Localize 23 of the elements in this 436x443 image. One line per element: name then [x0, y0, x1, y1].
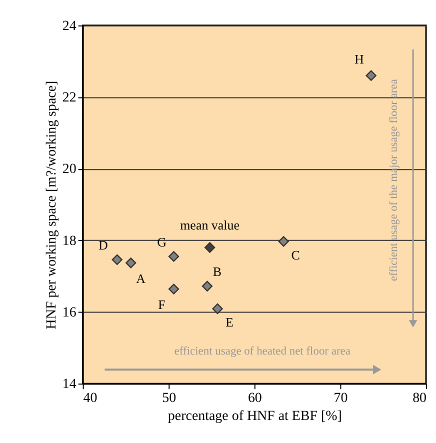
series-label: F [158, 297, 166, 312]
x-tick-label: 80 [412, 391, 427, 406]
series-label: A [136, 270, 146, 286]
x-tick-label: 50 [162, 391, 176, 406]
y-tick-label: 24 [62, 18, 76, 34]
x-tick-label: 40 [83, 391, 98, 406]
series-label: B [212, 264, 222, 280]
series-label: C [291, 247, 300, 262]
y-tick-label: 16 [62, 305, 76, 320]
annotation: efficient usage of heated net floor area [174, 346, 350, 358]
x-tick-label: 60 [248, 391, 262, 406]
annotation: efficient usage of the major usage floor area [388, 79, 400, 282]
series-label: mean value [180, 218, 240, 233]
y-tick-label: 22 [62, 90, 76, 106]
series-label: E [226, 314, 234, 330]
series-label: D [98, 238, 108, 253]
x-tick-label: 70 [334, 391, 348, 406]
series-label: H [354, 52, 364, 67]
y-axis-title: HNF per working space [m?/working space] [44, 80, 60, 330]
x-axis-title: percentage of HNF at EBF [%] [168, 409, 342, 424]
y-tick-label: 14 [62, 377, 76, 392]
y-tick-label: 20 [62, 162, 76, 178]
y-tick-label: 18 [62, 234, 76, 249]
